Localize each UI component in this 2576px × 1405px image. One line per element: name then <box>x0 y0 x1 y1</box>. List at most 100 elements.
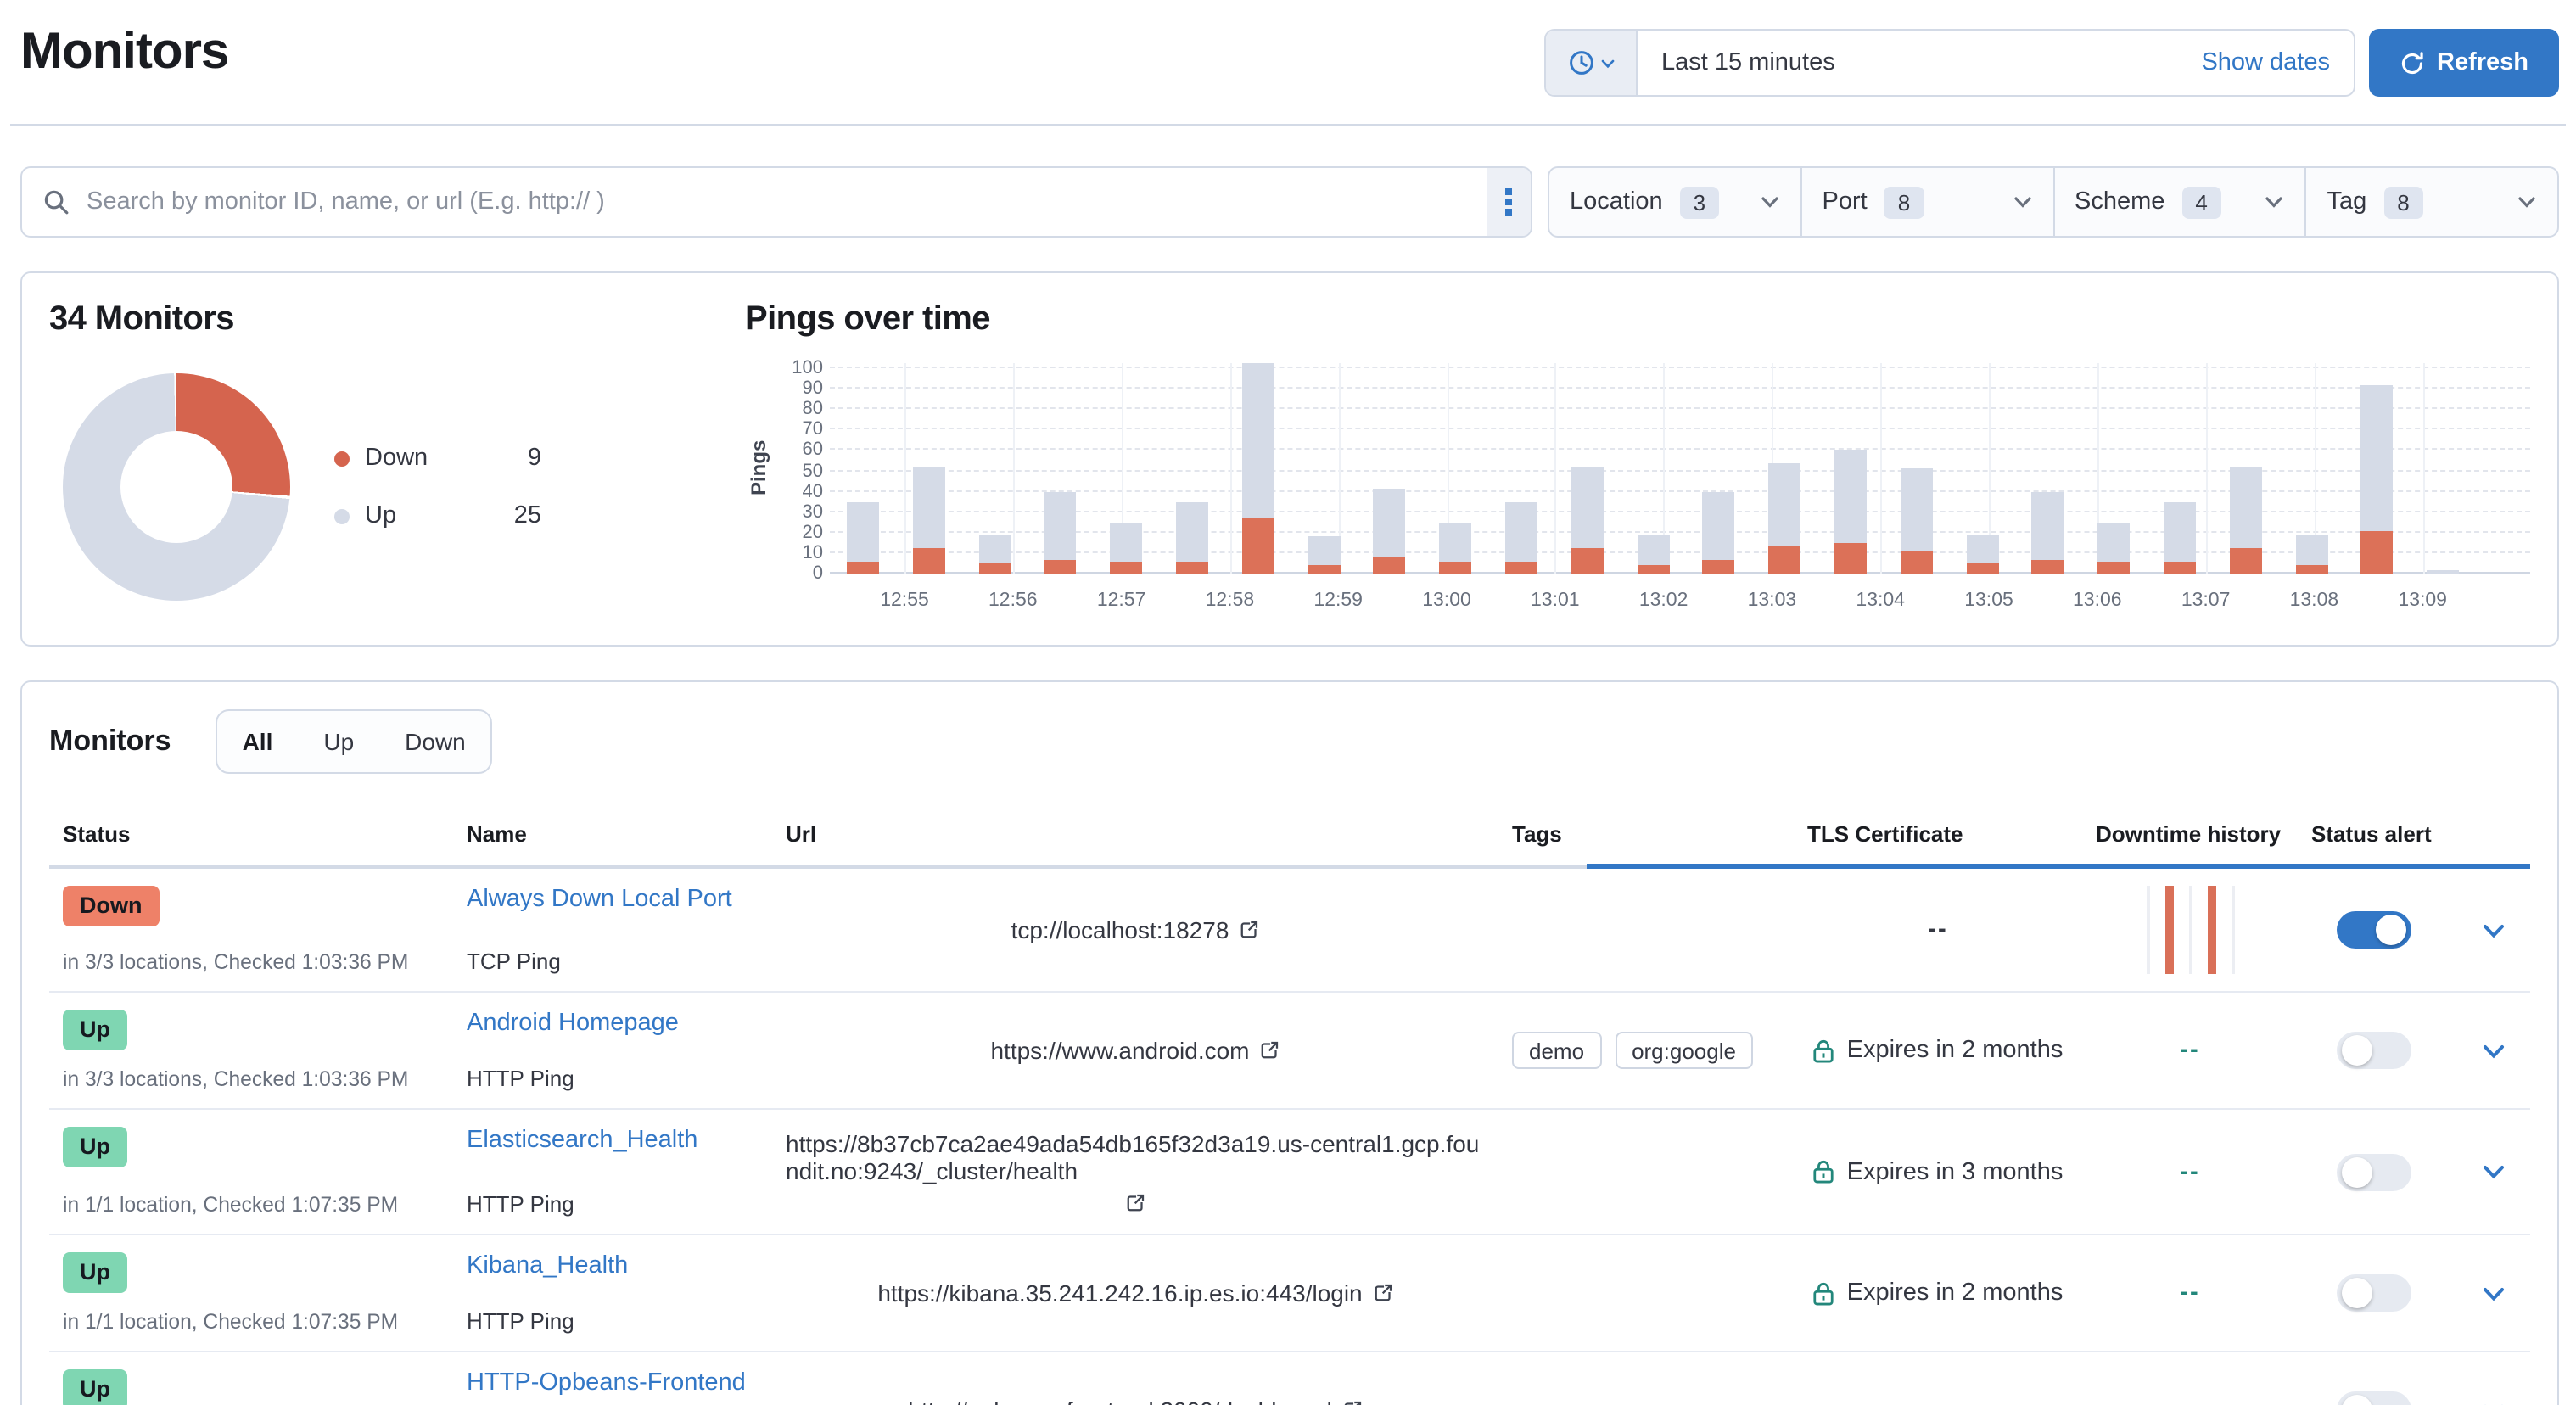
gridline-v <box>904 363 906 574</box>
status-alert-toggle[interactable] <box>2337 1032 2411 1069</box>
tab-up[interactable]: Up <box>298 711 379 772</box>
pings-bar <box>1637 535 1669 574</box>
expand-row-button[interactable] <box>2473 910 2512 949</box>
filter-location[interactable]: Location3 <box>1549 168 1802 236</box>
toolbar: Location3Port8Scheme4Tag8 <box>20 166 2559 238</box>
legend-dot <box>334 451 350 466</box>
lock-icon <box>1813 1159 1835 1184</box>
pings-bar-down-segment <box>1834 543 1867 574</box>
chevron-down-icon <box>2012 192 2032 212</box>
filter-scheme[interactable]: Scheme4 <box>2054 168 2307 236</box>
url-cell: http://opbeans-frontend:3000/dashboard <box>772 1352 1498 1405</box>
expand-row-button[interactable] <box>2473 1031 2512 1070</box>
pings-bar <box>2097 523 2130 574</box>
pings-bar <box>1834 451 1867 574</box>
query-menu-icon[interactable] <box>1487 168 1531 236</box>
pings-bar-up-segment <box>2295 535 2327 565</box>
tab-all[interactable]: All <box>217 711 299 772</box>
external-link-icon[interactable] <box>1125 1194 1145 1214</box>
external-link-icon[interactable] <box>1373 1283 1393 1303</box>
pings-bar-up-segment <box>1768 462 1800 546</box>
column-header[interactable]: Url <box>772 811 1498 864</box>
monitor-name-link[interactable]: Android Homepage <box>467 1010 759 1037</box>
downtime-empty: -- <box>2180 1037 2199 1064</box>
time-picker[interactable]: Last 15 minutes Show dates <box>1544 29 2355 97</box>
pings-y-axis-label: Pings <box>745 363 772 574</box>
x-tick-label: 13:09 <box>2398 591 2447 611</box>
tab-down[interactable]: Down <box>379 711 491 772</box>
show-dates-link[interactable]: Show dates <box>2201 49 2354 76</box>
expand-row-button[interactable] <box>2473 1273 2512 1313</box>
uptime-monitors-page: Monitors Last 15 minutes Show dates <box>0 0 2576 1405</box>
alert-cell <box>2298 869 2450 991</box>
tags-cell: demoorg:google <box>1498 993 1794 1108</box>
expand-row-button[interactable] <box>2473 1152 2512 1191</box>
pings-bar <box>2427 569 2459 574</box>
pings-bar-up-segment <box>1834 451 1867 543</box>
x-tick-label: 12:56 <box>988 591 1038 611</box>
pings-bar <box>1901 469 1933 574</box>
status-alert-toggle[interactable] <box>2337 911 2411 949</box>
page-header: Monitors Last 15 minutes Show dates <box>0 0 2576 97</box>
tls-status: -- <box>1928 916 1947 943</box>
tags-cell <box>1498 1235 1794 1351</box>
search-input[interactable] <box>87 168 1487 236</box>
x-tick-label: 13:02 <box>1639 591 1688 611</box>
column-header[interactable]: Status <box>49 811 453 864</box>
url-cell: https://www.android.com <box>772 993 1498 1108</box>
status-alert-toggle[interactable] <box>2337 1274 2411 1312</box>
pings-bar-down-segment <box>1374 557 1406 574</box>
tls-cell: -- <box>1794 1352 2082 1405</box>
column-header[interactable]: Downtime history <box>2082 811 2298 864</box>
x-tick-label: 12:58 <box>1206 591 1255 611</box>
status-alert-toggle[interactable] <box>2337 1391 2411 1405</box>
alert-cell <box>2298 993 2450 1108</box>
column-header[interactable]: Status alert <box>2298 811 2450 864</box>
expand-cell <box>2450 1352 2535 1405</box>
filter-count-badge: 8 <box>2383 186 2422 218</box>
monitor-url: tcp://localhost:18278 <box>1011 916 1229 943</box>
chevron-down-icon <box>2265 192 2285 212</box>
monitor-name-link[interactable]: Always Down Local Port <box>467 886 759 913</box>
column-header-expand <box>2450 811 2535 864</box>
pings-bar <box>1374 490 1406 574</box>
table-body: Downin 3/3 locations, Checked 1:03:36 PM… <box>49 869 2530 1405</box>
downtime-empty: -- <box>2180 1158 2199 1185</box>
pings-bar <box>1308 536 1340 574</box>
status-cell: Upin 1/1 location, Checked 1:07:35 PM <box>49 1235 453 1351</box>
pings-bar <box>2164 501 2196 574</box>
external-link-icon[interactable] <box>1342 1400 1363 1405</box>
page-title: Monitors <box>20 24 228 81</box>
time-range-value[interactable]: Last 15 minutes <box>1638 49 2201 76</box>
pings-bar-down-segment <box>1703 559 1735 574</box>
refresh-button[interactable]: Refresh <box>2369 29 2559 97</box>
column-header[interactable]: Tags <box>1498 811 1794 864</box>
toggle-knob <box>2342 1156 2372 1187</box>
tags-cell <box>1498 869 1794 991</box>
url-cell: tcp://localhost:18278 <box>772 869 1498 991</box>
monitor-url: http://opbeans-frontend:3000/dashboard <box>908 1397 1332 1405</box>
expand-row-button[interactable] <box>2473 1391 2512 1405</box>
x-tick-label: 13:08 <box>2290 591 2339 611</box>
column-header[interactable]: Name <box>453 811 772 864</box>
filter-tag[interactable]: Tag8 <box>2307 168 2558 236</box>
y-tick-label: 40 <box>803 481 824 501</box>
monitor-name-link[interactable]: HTTP-Opbeans-Frontend <box>467 1369 759 1397</box>
x-tick-label: 12:55 <box>880 591 929 611</box>
external-link-icon[interactable] <box>1260 1040 1280 1061</box>
header-divider <box>10 124 2566 126</box>
time-picker-prepend[interactable] <box>1546 31 1638 95</box>
y-tick-label: 20 <box>803 523 824 543</box>
gridline-h <box>830 551 2530 553</box>
status-alert-toggle[interactable] <box>2337 1153 2411 1190</box>
filter-label: Scheme <box>2075 188 2164 216</box>
column-header[interactable]: TLS Certificate <box>1794 811 2082 864</box>
pings-bar-up-segment <box>1637 535 1669 565</box>
pings-bar <box>847 501 879 574</box>
status-badge: Up <box>63 1010 127 1050</box>
status-detail: in 3/3 locations, Checked 1:03:36 PM <box>63 1067 440 1091</box>
filter-port[interactable]: Port8 <box>1802 168 2055 236</box>
external-link-icon[interactable] <box>1239 920 1259 940</box>
monitor-name-link[interactable]: Elasticsearch_Health <box>467 1127 759 1154</box>
monitor-name-link[interactable]: Kibana_Health <box>467 1252 759 1279</box>
